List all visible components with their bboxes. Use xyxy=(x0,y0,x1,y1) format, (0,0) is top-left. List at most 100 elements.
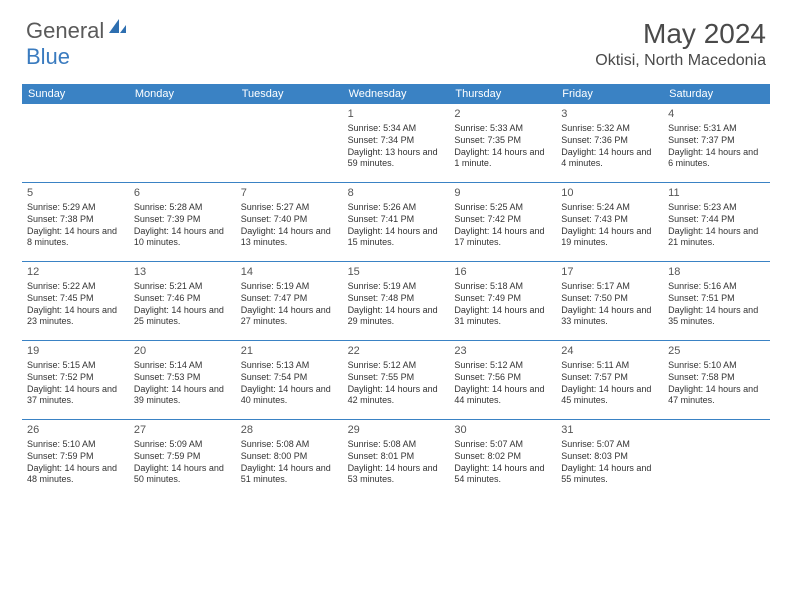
weekday-header: Thursday xyxy=(449,84,556,104)
logo-sail-icon xyxy=(107,17,127,40)
day-cell: 23Sunrise: 5:12 AMSunset: 7:56 PMDayligh… xyxy=(449,341,556,419)
daylight-text: Daylight: 14 hours and 25 minutes. xyxy=(134,305,231,328)
daylight-text: Daylight: 14 hours and 51 minutes. xyxy=(241,463,338,486)
sunrise-text: Sunrise: 5:17 AM xyxy=(561,281,658,293)
daylight-text: Daylight: 14 hours and 17 minutes. xyxy=(454,226,551,249)
day-cell: 1Sunrise: 5:34 AMSunset: 7:34 PMDaylight… xyxy=(343,104,450,182)
day-number: 16 xyxy=(454,265,551,279)
day-cell: 29Sunrise: 5:08 AMSunset: 8:01 PMDayligh… xyxy=(343,420,450,498)
day-number: 31 xyxy=(561,423,658,437)
sunrise-text: Sunrise: 5:18 AM xyxy=(454,281,551,293)
sunrise-text: Sunrise: 5:21 AM xyxy=(134,281,231,293)
sunrise-text: Sunrise: 5:07 AM xyxy=(454,439,551,451)
weekday-header: Saturday xyxy=(663,84,770,104)
sunset-text: Sunset: 7:34 PM xyxy=(348,135,445,147)
weekday-header: Sunday xyxy=(22,84,129,104)
weekday-header: Wednesday xyxy=(343,84,450,104)
daylight-text: Daylight: 14 hours and 55 minutes. xyxy=(561,463,658,486)
sunrise-text: Sunrise: 5:23 AM xyxy=(668,202,765,214)
daylight-text: Daylight: 14 hours and 4 minutes. xyxy=(561,147,658,170)
day-number: 24 xyxy=(561,344,658,358)
sunrise-text: Sunrise: 5:08 AM xyxy=(241,439,338,451)
sunrise-text: Sunrise: 5:22 AM xyxy=(27,281,124,293)
day-cell: 9Sunrise: 5:25 AMSunset: 7:42 PMDaylight… xyxy=(449,183,556,261)
sunset-text: Sunset: 7:47 PM xyxy=(241,293,338,305)
day-number: 18 xyxy=(668,265,765,279)
day-cell: 5Sunrise: 5:29 AMSunset: 7:38 PMDaylight… xyxy=(22,183,129,261)
sunset-text: Sunset: 7:50 PM xyxy=(561,293,658,305)
week-row: 26Sunrise: 5:10 AMSunset: 7:59 PMDayligh… xyxy=(22,419,770,498)
weeks-container: 1Sunrise: 5:34 AMSunset: 7:34 PMDaylight… xyxy=(22,104,770,498)
day-number: 2 xyxy=(454,107,551,121)
daylight-text: Daylight: 14 hours and 31 minutes. xyxy=(454,305,551,328)
sunset-text: Sunset: 7:45 PM xyxy=(27,293,124,305)
daylight-text: Daylight: 14 hours and 10 minutes. xyxy=(134,226,231,249)
day-number: 19 xyxy=(27,344,124,358)
sunrise-text: Sunrise: 5:32 AM xyxy=(561,123,658,135)
sunset-text: Sunset: 7:58 PM xyxy=(668,372,765,384)
sunset-text: Sunset: 7:41 PM xyxy=(348,214,445,226)
logo-text-blue: Blue xyxy=(26,44,70,69)
daylight-text: Daylight: 14 hours and 35 minutes. xyxy=(668,305,765,328)
daylight-text: Daylight: 14 hours and 19 minutes. xyxy=(561,226,658,249)
sunset-text: Sunset: 7:57 PM xyxy=(561,372,658,384)
weekday-header: Friday xyxy=(556,84,663,104)
day-number: 10 xyxy=(561,186,658,200)
day-cell: 13Sunrise: 5:21 AMSunset: 7:46 PMDayligh… xyxy=(129,262,236,340)
day-number: 27 xyxy=(134,423,231,437)
day-number: 23 xyxy=(454,344,551,358)
month-title: May 2024 xyxy=(595,18,766,50)
sunset-text: Sunset: 7:56 PM xyxy=(454,372,551,384)
daylight-text: Daylight: 14 hours and 42 minutes. xyxy=(348,384,445,407)
sunrise-text: Sunrise: 5:09 AM xyxy=(134,439,231,451)
day-number: 1 xyxy=(348,107,445,121)
calendar: Sunday Monday Tuesday Wednesday Thursday… xyxy=(22,84,770,498)
daylight-text: Daylight: 14 hours and 23 minutes. xyxy=(27,305,124,328)
day-number: 15 xyxy=(348,265,445,279)
day-cell: 2Sunrise: 5:33 AMSunset: 7:35 PMDaylight… xyxy=(449,104,556,182)
sunset-text: Sunset: 7:38 PM xyxy=(27,214,124,226)
sunrise-text: Sunrise: 5:13 AM xyxy=(241,360,338,372)
day-cell: 31Sunrise: 5:07 AMSunset: 8:03 PMDayligh… xyxy=(556,420,663,498)
sunrise-text: Sunrise: 5:29 AM xyxy=(27,202,124,214)
week-row: 19Sunrise: 5:15 AMSunset: 7:52 PMDayligh… xyxy=(22,340,770,419)
day-number: 11 xyxy=(668,186,765,200)
sunset-text: Sunset: 7:59 PM xyxy=(27,451,124,463)
weekday-header-row: Sunday Monday Tuesday Wednesday Thursday… xyxy=(22,84,770,104)
sunrise-text: Sunrise: 5:27 AM xyxy=(241,202,338,214)
day-cell: 19Sunrise: 5:15 AMSunset: 7:52 PMDayligh… xyxy=(22,341,129,419)
day-cell: 12Sunrise: 5:22 AMSunset: 7:45 PMDayligh… xyxy=(22,262,129,340)
day-cell: 25Sunrise: 5:10 AMSunset: 7:58 PMDayligh… xyxy=(663,341,770,419)
title-block: May 2024 Oktisi, North Macedonia xyxy=(595,18,766,70)
day-cell: 26Sunrise: 5:10 AMSunset: 7:59 PMDayligh… xyxy=(22,420,129,498)
sunrise-text: Sunrise: 5:14 AM xyxy=(134,360,231,372)
day-cell: 17Sunrise: 5:17 AMSunset: 7:50 PMDayligh… xyxy=(556,262,663,340)
daylight-text: Daylight: 14 hours and 47 minutes. xyxy=(668,384,765,407)
sunrise-text: Sunrise: 5:16 AM xyxy=(668,281,765,293)
day-cell: 10Sunrise: 5:24 AMSunset: 7:43 PMDayligh… xyxy=(556,183,663,261)
day-number: 8 xyxy=(348,186,445,200)
day-cell: 4Sunrise: 5:31 AMSunset: 7:37 PMDaylight… xyxy=(663,104,770,182)
sunrise-text: Sunrise: 5:12 AM xyxy=(348,360,445,372)
day-number: 17 xyxy=(561,265,658,279)
sunrise-text: Sunrise: 5:10 AM xyxy=(668,360,765,372)
week-row: 5Sunrise: 5:29 AMSunset: 7:38 PMDaylight… xyxy=(22,182,770,261)
empty-cell xyxy=(663,420,770,498)
week-row: 1Sunrise: 5:34 AMSunset: 7:34 PMDaylight… xyxy=(22,104,770,182)
sunrise-text: Sunrise: 5:12 AM xyxy=(454,360,551,372)
sunset-text: Sunset: 7:36 PM xyxy=(561,135,658,147)
sunrise-text: Sunrise: 5:15 AM xyxy=(27,360,124,372)
day-cell: 7Sunrise: 5:27 AMSunset: 7:40 PMDaylight… xyxy=(236,183,343,261)
sunset-text: Sunset: 7:43 PM xyxy=(561,214,658,226)
sunset-text: Sunset: 8:03 PM xyxy=(561,451,658,463)
day-number: 28 xyxy=(241,423,338,437)
day-cell: 11Sunrise: 5:23 AMSunset: 7:44 PMDayligh… xyxy=(663,183,770,261)
sunrise-text: Sunrise: 5:19 AM xyxy=(241,281,338,293)
day-cell: 28Sunrise: 5:08 AMSunset: 8:00 PMDayligh… xyxy=(236,420,343,498)
sunrise-text: Sunrise: 5:08 AM xyxy=(348,439,445,451)
week-row: 12Sunrise: 5:22 AMSunset: 7:45 PMDayligh… xyxy=(22,261,770,340)
weekday-header: Monday xyxy=(129,84,236,104)
day-cell: 21Sunrise: 5:13 AMSunset: 7:54 PMDayligh… xyxy=(236,341,343,419)
sunrise-text: Sunrise: 5:33 AM xyxy=(454,123,551,135)
day-cell: 20Sunrise: 5:14 AMSunset: 7:53 PMDayligh… xyxy=(129,341,236,419)
